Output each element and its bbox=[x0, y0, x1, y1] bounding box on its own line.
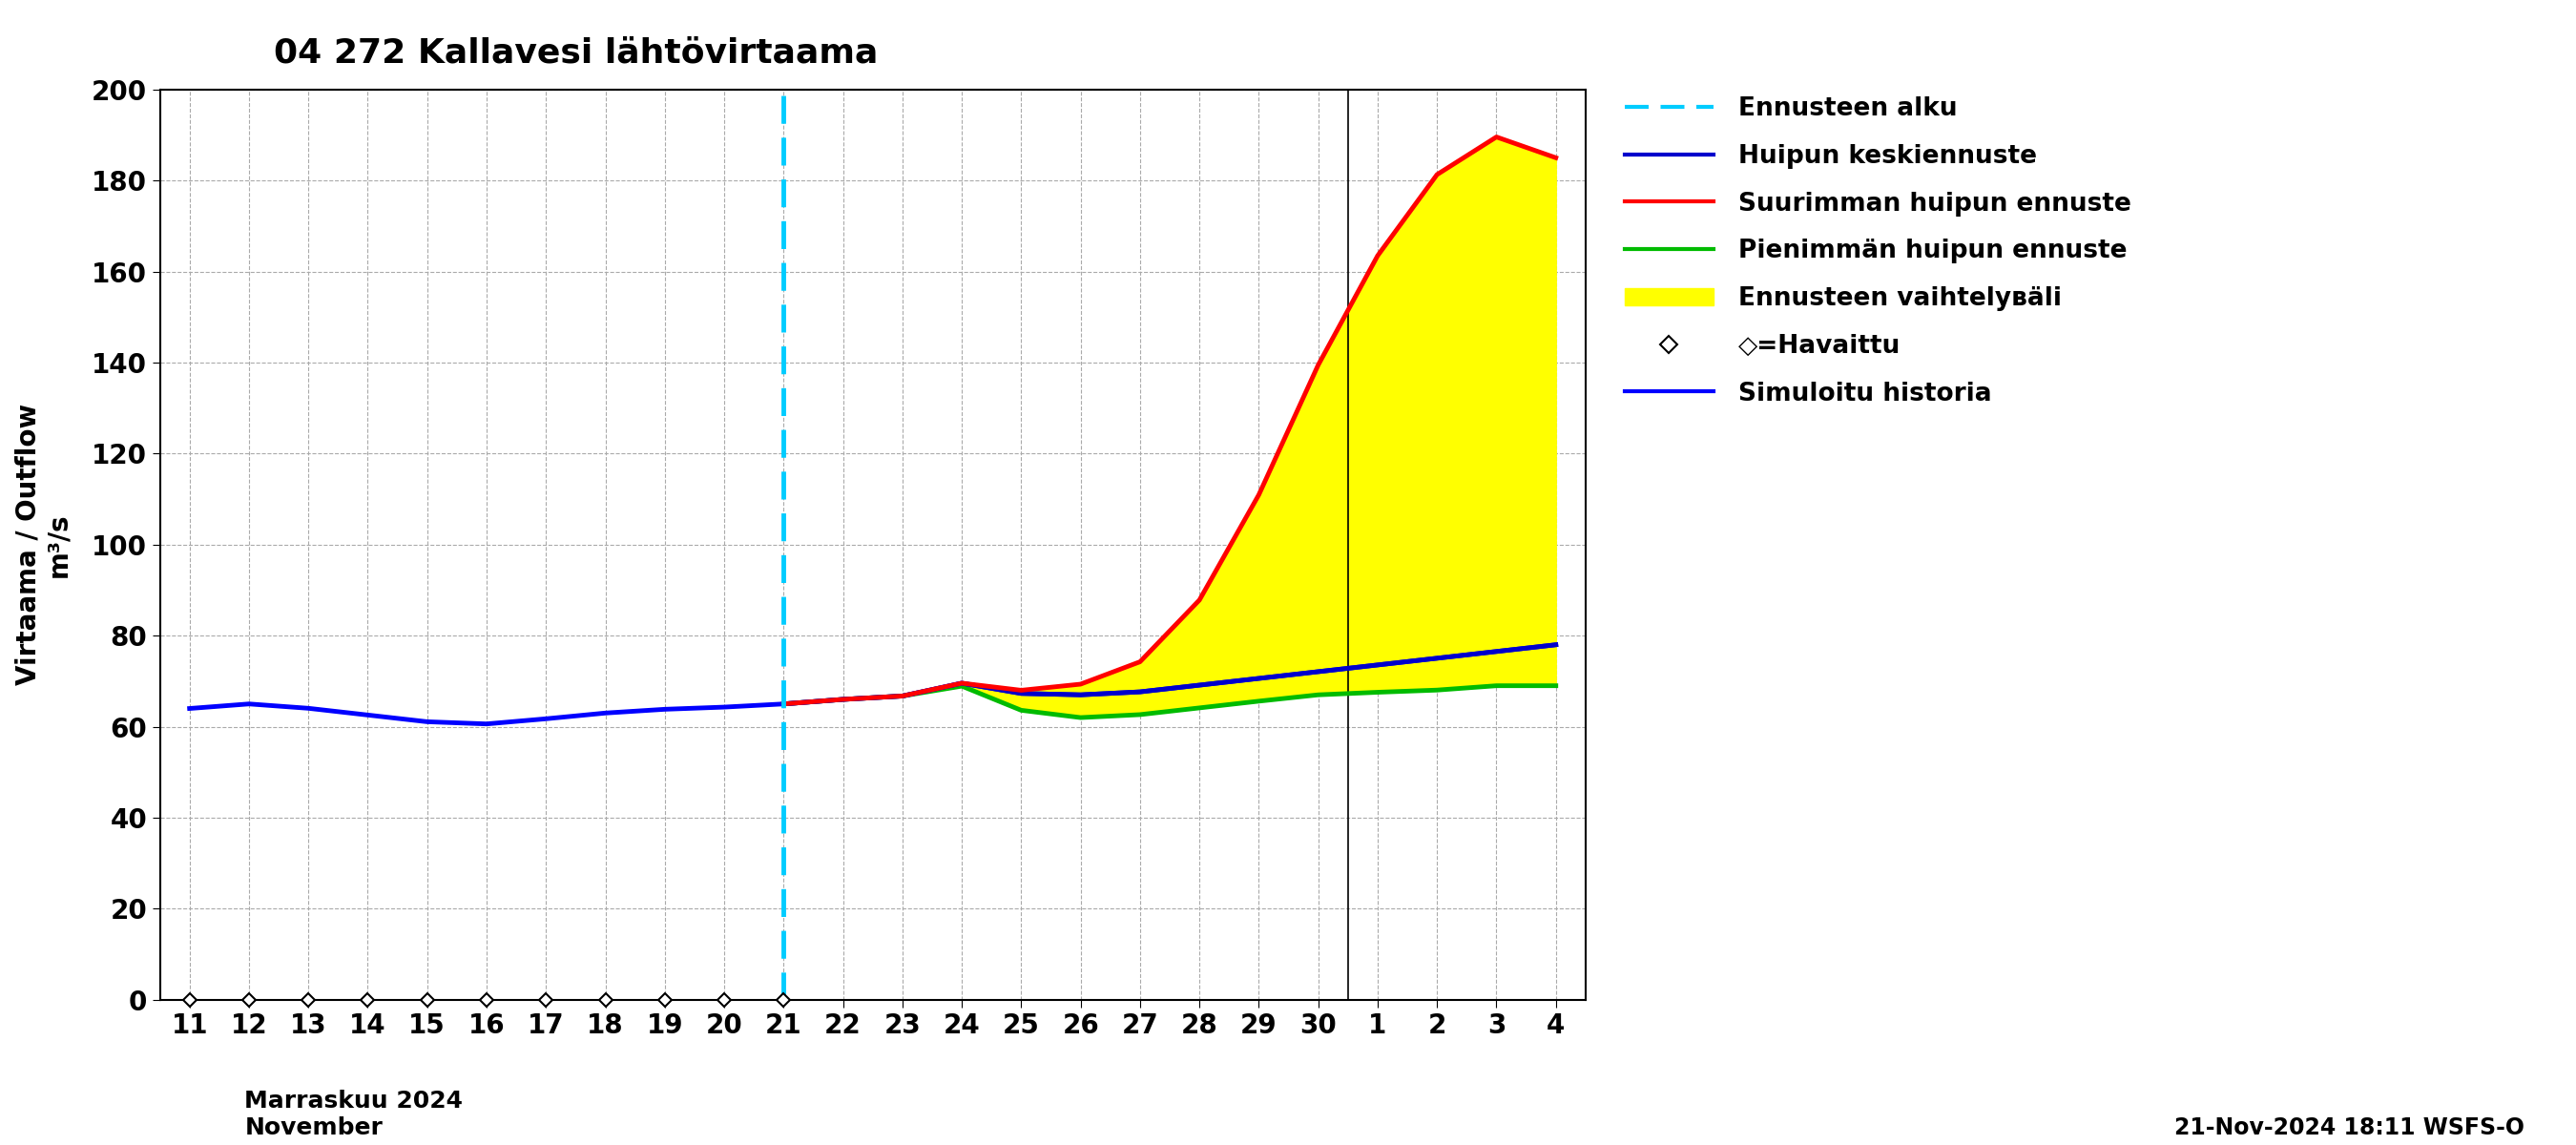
Legend: Ennusteen alku, Huipun keskiennuste, Suurimman huipun ennuste, Pienimmän huipun : Ennusteen alku, Huipun keskiennuste, Suu… bbox=[1613, 84, 2143, 419]
Text: Marraskuu 2024
November: Marraskuu 2024 November bbox=[245, 1090, 464, 1139]
Text: 21-Nov-2024 18:11 WSFS-O: 21-Nov-2024 18:11 WSFS-O bbox=[2174, 1116, 2524, 1139]
Text: 04 272 Kallavesi lähtövirtaama: 04 272 Kallavesi lähtövirtaama bbox=[273, 37, 878, 70]
Y-axis label: Virtaama / Outflow
m³/s: Virtaama / Outflow m³/s bbox=[15, 404, 72, 686]
